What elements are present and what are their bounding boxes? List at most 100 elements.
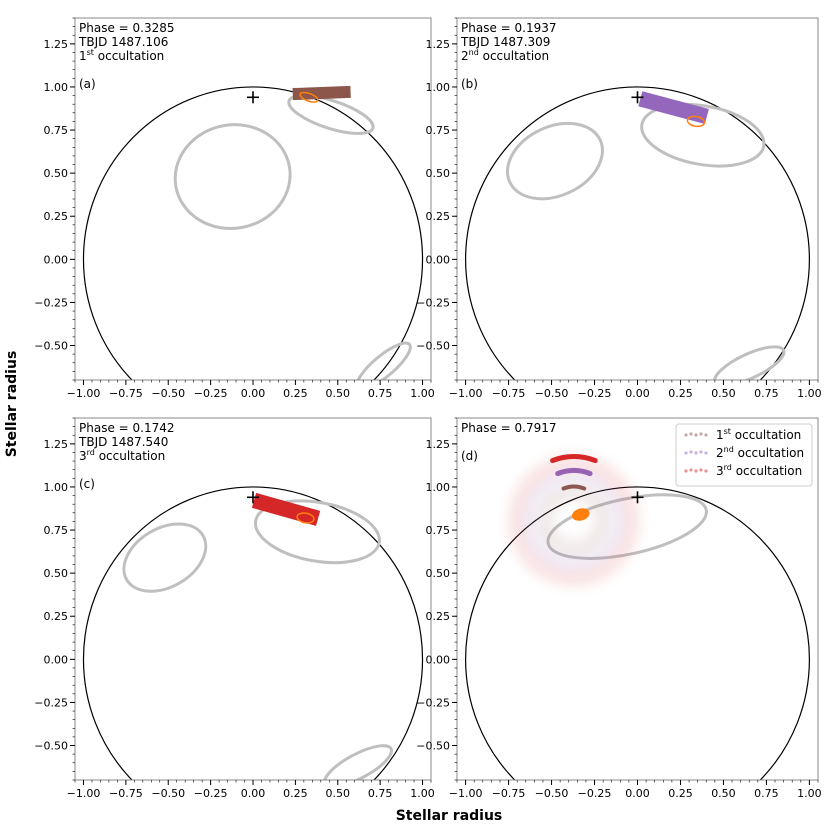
x-tick-label: 1.00 (410, 387, 435, 400)
panel-letter: (a) (79, 77, 96, 91)
x-tick-label: −0.75 (492, 387, 526, 400)
x-tick-label: 1.00 (797, 387, 822, 400)
x-tick-label: 0.50 (711, 787, 736, 800)
x-tick-label: −0.25 (194, 787, 228, 800)
panel-b: −1.00 −0.75 −0.50 −0.25 0.00 0.25 0.50 0.75 1.00… (416, 17, 822, 400)
x-tick-label: −0.75 (109, 787, 143, 800)
x-tick-label: 0.25 (283, 387, 308, 400)
y-tick-label: 1.25 (426, 38, 451, 51)
y-tick-label: 0.50 (426, 167, 451, 180)
panel-letter: (b) (461, 77, 478, 91)
y-tick-label: −0.25 (34, 296, 68, 309)
spot-marker (571, 508, 590, 521)
x-tick-label: 0.25 (668, 387, 693, 400)
spot-ellipse (122, 522, 208, 593)
x-tick-label: −0.25 (578, 787, 612, 800)
x-tick-label: −0.25 (194, 387, 228, 400)
x-tick-label: 0.75 (754, 787, 779, 800)
legend-item-2nd: 2nd occultation (684, 445, 804, 460)
phase-label: Phase = 0.1937 (461, 21, 557, 35)
planet-marker (247, 91, 259, 104)
x-tick-label: 0.25 (668, 787, 693, 800)
x-tick-label: −0.75 (109, 387, 143, 400)
y-tick-label: 0.00 (44, 253, 69, 266)
tbjd-label: TBJD 1487.540 (78, 435, 168, 449)
y-tick-label: 0.50 (44, 567, 69, 580)
occultation-arc-2 (521, 468, 626, 573)
y-tick-label: −0.50 (416, 740, 450, 753)
occultation-arc-1 (537, 484, 610, 557)
phase-label: Phase = 0.3285 (79, 21, 175, 35)
x-tick-label: 0.75 (368, 387, 393, 400)
x-tick-label: 1.00 (797, 787, 822, 800)
phase-label: Phase = 0.7917 (461, 421, 557, 435)
y-tick-label: 1.25 (44, 38, 69, 51)
stellar-disk (82, 486, 424, 780)
planet-marker (631, 91, 644, 104)
x-tick-label: 0.00 (625, 387, 650, 400)
occultation-shadow (638, 91, 709, 125)
spot-ellipse (506, 121, 604, 201)
x-tick-label: −0.75 (492, 787, 526, 800)
y-tick-label: 1.00 (426, 481, 451, 494)
spot-ellipse (640, 102, 766, 168)
y-tick-label: 0.50 (44, 167, 69, 180)
y-tick-label: −0.25 (416, 296, 450, 309)
x-tick-label: 0.50 (326, 787, 351, 800)
y-tick-label: −0.25 (34, 696, 68, 709)
occultation-arc-3 (507, 454, 640, 587)
x-tick-label: −1.00 (67, 787, 101, 800)
x-tick-label: 0.75 (368, 787, 393, 800)
spot-highlight (296, 512, 315, 524)
occultation-label: 3rd occultation (79, 448, 165, 463)
arc-stroke (561, 484, 587, 491)
y-tick-label: 1.00 (426, 81, 451, 94)
y-tick-label: 0.25 (44, 610, 69, 623)
occultation-label: 1st occultation (79, 48, 164, 63)
x-axis-title: Stellar radius (396, 808, 503, 824)
y-tick-label: 0.75 (426, 124, 451, 137)
panel-d: −1.00 −0.75 −0.50 −0.25 0.00 0.25 0.50 0.75 1.00… (416, 417, 822, 800)
y-tick-label: 1.00 (44, 81, 69, 94)
y-tick-label: −0.50 (34, 740, 68, 753)
y-tick-label: −0.25 (416, 696, 450, 709)
spot-highlight (299, 91, 319, 103)
tbjd-label: TBJD 1487.106 (78, 35, 168, 49)
y-tick-label: 0.75 (44, 124, 69, 137)
y-tick-label: 0.00 (426, 253, 451, 266)
x-tick-label: −0.50 (151, 387, 185, 400)
phase-label: Phase = 0.1742 (79, 421, 175, 435)
x-tick-label: 0.00 (241, 387, 266, 400)
x-tick-label: −1.00 (67, 387, 101, 400)
legend-item-1st: 1st occultation (684, 427, 801, 442)
y-tick-label: 0.00 (426, 653, 451, 666)
occultation-shadow (292, 85, 351, 101)
legend-item-3rd: 3rd occultation (684, 463, 802, 478)
y-tick-label: 0.25 (426, 210, 451, 223)
y-tick-label: 1.00 (44, 481, 69, 494)
legend: 1st occultation 2nd occultation 3rd occu… (675, 423, 813, 487)
x-tick-label: −1.00 (449, 787, 483, 800)
y-tick-label: 0.75 (44, 524, 69, 537)
axes-frame (456, 17, 819, 381)
x-tick-label: 0.00 (625, 787, 650, 800)
x-tick-label: 0.25 (283, 787, 308, 800)
y-tick-label: 0.00 (44, 653, 69, 666)
planet-marker (247, 491, 259, 504)
panel-letter: (d) (461, 449, 478, 463)
panel-c: −1.00 −0.75 −0.50 −0.25 0.00 0.25 0.50 0.75 1.00… (34, 417, 435, 800)
x-tick-label: −0.25 (578, 387, 612, 400)
legend-label-2nd: 2nd occultation (716, 445, 804, 460)
stellar-disk (465, 486, 810, 780)
x-tick-label: 0.50 (326, 387, 351, 400)
planet-marker (631, 491, 644, 504)
panel-letter: (c) (79, 477, 95, 491)
x-tick-label: −0.50 (151, 787, 185, 800)
x-tick-label: 1.00 (410, 787, 435, 800)
y-tick-label: 0.75 (426, 524, 451, 537)
occultation-label: 2nd occultation (461, 48, 549, 63)
spot-ellipse (713, 345, 786, 380)
y-tick-label: −0.50 (416, 340, 450, 353)
legend-box (675, 423, 813, 487)
